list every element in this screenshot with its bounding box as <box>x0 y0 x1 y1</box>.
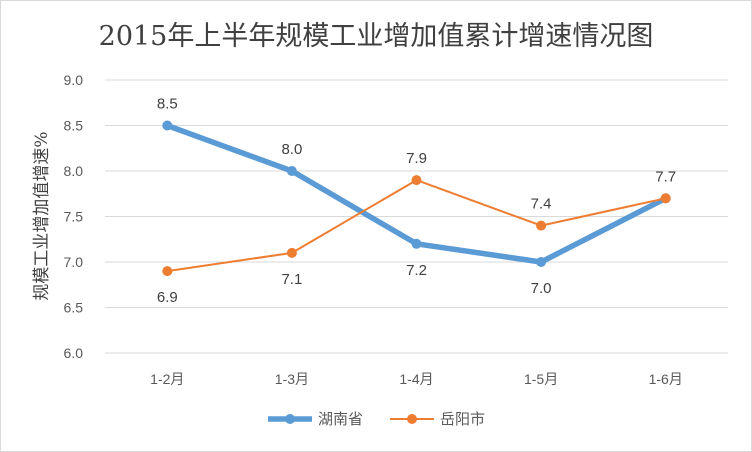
y-tick-label: 8.0 <box>64 163 84 179</box>
data-label: 8.0 <box>281 141 302 158</box>
x-tick-label: 1-4月 <box>399 371 433 387</box>
data-label: 6.9 <box>157 289 178 306</box>
data-point <box>660 193 671 204</box>
y-tick-label: 7.0 <box>64 254 84 270</box>
y-axis-ticks: 6.0 6.5 7.0 7.5 8.0 8.5 9.0 <box>64 72 84 361</box>
data-label: 7.9 <box>406 150 427 167</box>
data-point <box>411 238 422 249</box>
legend-item-1: 岳阳市 <box>390 411 485 428</box>
data-labels: 8.5 8.0 7.2 7.0 6.9 7.1 7.9 7.4 7.7 <box>157 96 676 307</box>
x-tick-label: 1-2月 <box>150 371 184 387</box>
data-point <box>286 247 297 258</box>
series-1 <box>162 175 671 277</box>
x-tick-label: 1-6月 <box>649 371 683 387</box>
legend-label: 湖南省 <box>318 411 363 428</box>
y-tick-label: 8.5 <box>64 118 84 134</box>
x-tick-label: 1-5月 <box>524 371 558 387</box>
y-tick-label: 6.5 <box>64 300 84 316</box>
data-label: 7.0 <box>531 280 552 297</box>
legend: 湖南省 岳阳市 <box>268 411 485 428</box>
data-label: 8.5 <box>157 96 178 113</box>
y-tick-label: 9.0 <box>64 72 84 88</box>
x-tick-label: 1-3月 <box>275 371 309 387</box>
data-label: 7.1 <box>281 271 302 288</box>
data-label: 7.2 <box>406 262 427 279</box>
data-point <box>411 175 422 186</box>
series-layer <box>162 120 671 277</box>
data-point <box>162 120 173 131</box>
legend-marker <box>285 414 295 424</box>
legend-marker <box>407 414 417 424</box>
series-line <box>166 179 667 273</box>
y-tick-label: 6.0 <box>64 345 84 361</box>
data-point <box>286 166 297 176</box>
data-point <box>162 266 173 277</box>
data-label: 7.4 <box>531 196 552 213</box>
y-tick-label: 7.5 <box>64 209 84 225</box>
legend-label: 岳阳市 <box>440 411 485 428</box>
gridlines <box>105 79 728 354</box>
data-point <box>536 220 547 231</box>
series-0 <box>162 120 671 267</box>
data-label: 7.7 <box>655 168 676 185</box>
chart-title: 2015年上半年规模工业增加值累计增速情况图 <box>99 21 654 52</box>
data-point <box>536 257 547 267</box>
legend-item-0: 湖南省 <box>268 411 363 428</box>
x-axis-ticks: 1-2月 1-3月 1-4月 1-5月 1-6月 <box>150 371 683 387</box>
y-axis-label: 规模工业增加值增速% <box>32 131 52 300</box>
